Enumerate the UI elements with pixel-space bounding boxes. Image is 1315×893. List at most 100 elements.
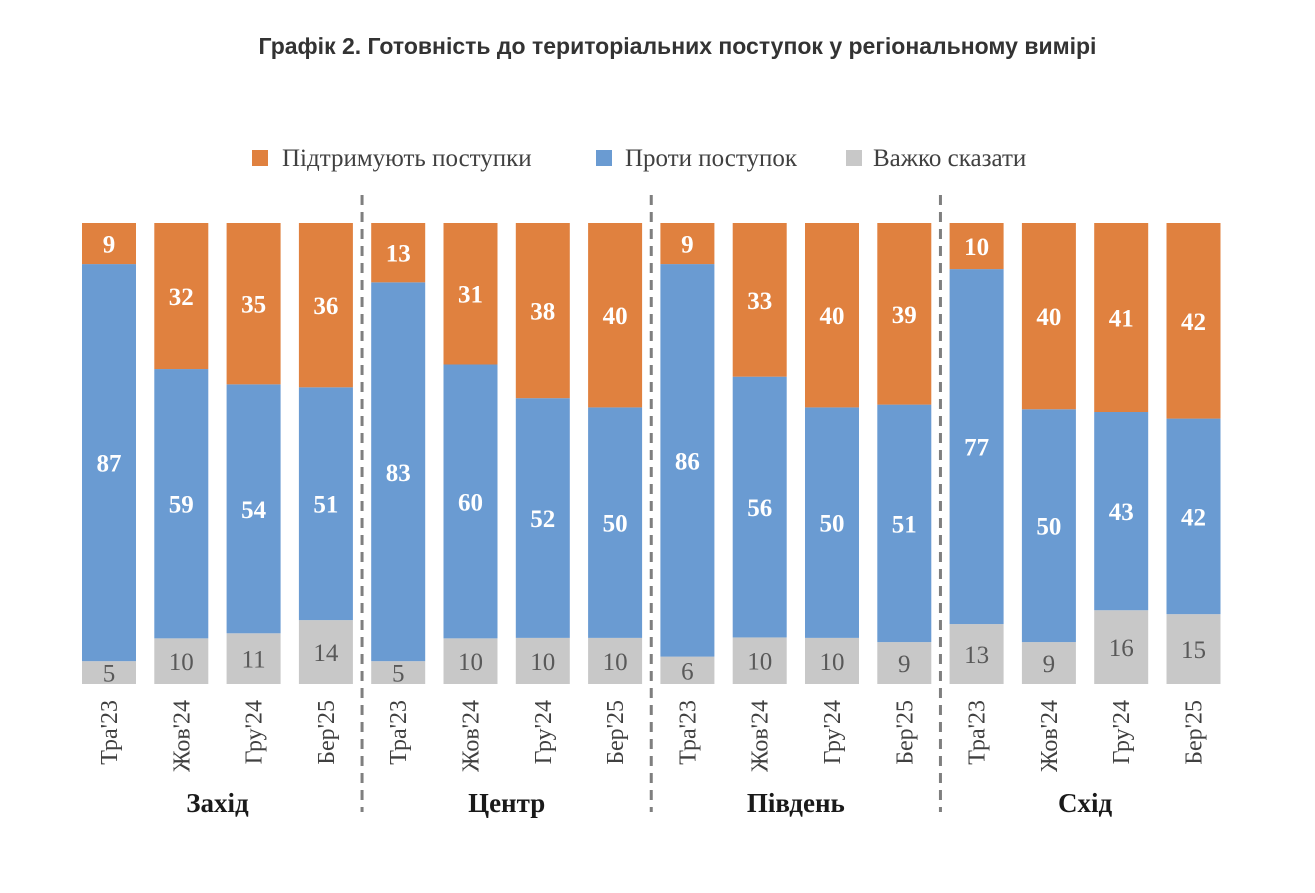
chart-title: Графік 2. Готовність до територіальних п… [258, 33, 1097, 59]
bar-схід-4-підтримують-поступки [1166, 223, 1221, 419]
value-label-схід-2-проти-поступок: 50 [1036, 514, 1061, 541]
region-label-схід: Схід [1058, 788, 1113, 818]
bar-південь-4-важко-сказати [877, 642, 932, 684]
value-label-південь-1-проти-поступок: 86 [675, 448, 700, 475]
tick-label-південь-2: Жов'24 [748, 700, 774, 772]
value-label-схід-3-підтримують-поступки: 41 [1109, 306, 1134, 333]
value-label-захід-4-важко-сказати: 14 [313, 640, 339, 667]
value-label-південь-1-підтримують-поступки: 9 [681, 232, 694, 259]
bar-центр-4-підтримують-поступки [588, 223, 643, 408]
value-label-центр-3-важко-сказати: 10 [530, 649, 555, 676]
legend-label-3: Важко сказати [873, 145, 1026, 172]
value-label-південь-4-підтримують-поступки: 39 [892, 302, 917, 329]
bar-південь-3-проти-поступок [805, 407, 859, 638]
region-labels: Захід Центр Південь Схід [186, 788, 1112, 818]
value-label-схід-2-підтримують-поступки: 40 [1036, 304, 1061, 331]
value-label-центр-1-підтримують-поступки: 13 [386, 241, 411, 268]
bar-південь-1-важко-сказати [660, 656, 715, 684]
bar-центр-1-важко-сказати [371, 661, 426, 684]
bar-центр-4-важко-сказати [588, 637, 643, 684]
bar-захід-4-важко-сказати [298, 620, 353, 684]
bar-захід-2-підтримують-поступки [154, 223, 209, 370]
tick-label-південь-4: Бер'25 [892, 700, 918, 765]
value-label-захід-2-підтримують-поступки: 32 [169, 284, 194, 311]
value-label-схід-3-важко-сказати: 16 [1109, 635, 1134, 662]
value-label-центр-2-підтримують-поступки: 31 [458, 282, 483, 309]
value-label-схід-4-підтримують-поступки: 42 [1181, 309, 1206, 336]
value-label-схід-1-важко-сказати: 13 [964, 642, 989, 669]
bar-схід-1-проти-поступок [949, 269, 1004, 625]
bar-захід-1-підтримують-поступки [82, 223, 136, 265]
value-label-центр-3-підтримують-поступки: 38 [530, 299, 555, 326]
value-label-південь-3-проти-поступок: 50 [820, 511, 845, 538]
bar-захід-1-проти-поступок [82, 264, 136, 662]
value-label-центр-4-важко-сказати: 10 [603, 649, 628, 676]
tick-label-захід-3: Гру'24 [242, 700, 268, 764]
legend-label-1: Підтримують поступки [282, 145, 532, 172]
bar-схід-4-проти-поступок [1166, 418, 1221, 615]
value-label-захід-1-підтримують-поступки: 9 [103, 232, 116, 259]
bar-схід-1-важко-сказати [949, 624, 1004, 684]
value-label-центр-1-важко-сказати: 5 [392, 661, 405, 688]
value-label-схід-1-підтримують-поступки: 10 [964, 234, 989, 261]
value-label-південь-1-важко-сказати: 6 [681, 658, 694, 685]
bar-центр-1-проти-поступок [371, 282, 426, 662]
tick-label-центр-3: Гру'24 [531, 700, 557, 764]
bar-центр-3-підтримують-поступки [515, 223, 570, 399]
bar-південь-2-підтримують-поступки [732, 223, 787, 377]
value-label-південь-4-проти-поступок: 51 [892, 511, 917, 538]
tick-label-південь-3: Гру'24 [820, 700, 846, 764]
legend-label-2: Проти поступок [625, 145, 798, 172]
value-label-схід-3-проти-поступок: 43 [1109, 499, 1134, 526]
bars: 5 87 9 10 59 32 11 54 35 14 51 36 5 83 13 10 60 31 10 52 38 1… [82, 223, 1221, 688]
value-label-центр-3-проти-поступок: 52 [530, 506, 555, 533]
value-label-центр-2-проти-поступок: 60 [458, 489, 483, 516]
value-label-захід-3-важко-сказати: 11 [242, 647, 266, 674]
value-label-захід-1-проти-поступок: 87 [97, 451, 122, 478]
value-label-південь-3-важко-сказати: 10 [820, 649, 845, 676]
value-label-схід-4-важко-сказати: 15 [1181, 637, 1206, 664]
region-label-захід: Захід [186, 788, 249, 818]
value-label-захід-1-важко-сказати: 5 [103, 661, 116, 688]
bar-південь-3-підтримують-поступки [805, 223, 859, 408]
bar-центр-2-важко-сказати [443, 638, 498, 684]
chart-legend: Підтримують поступки Проти поступок Важко … [252, 145, 1026, 172]
bar-центр-3-важко-сказати [515, 637, 570, 684]
bar-центр-2-підтримують-поступки [443, 223, 498, 365]
value-label-південь-2-підтримують-поступки: 33 [747, 288, 772, 315]
value-label-захід-4-проти-поступок: 51 [313, 492, 338, 519]
tick-label-захід-2: Жов'24 [169, 700, 195, 772]
bar-схід-2-проти-поступок [1021, 409, 1076, 643]
value-label-захід-4-підтримують-поступки: 36 [313, 293, 338, 320]
value-label-центр-4-проти-поступок: 50 [603, 511, 628, 538]
bar-південь-1-проти-поступок [660, 264, 715, 657]
value-label-захід-2-важко-сказати: 10 [169, 649, 194, 676]
value-label-південь-2-важко-сказати: 10 [747, 649, 772, 676]
tick-label-захід-4: Бер'25 [314, 700, 340, 765]
bar-південь-2-проти-поступок [732, 376, 787, 638]
legend-swatch-3 [846, 150, 862, 166]
bar-схід-4-важко-сказати [1166, 614, 1221, 684]
bar-південь-3-важко-сказати [805, 637, 859, 684]
value-label-центр-1-проти-поступок: 83 [386, 460, 411, 487]
bar-захід-4-підтримують-поступки [298, 223, 353, 388]
bar-захід-3-проти-поступок [226, 384, 281, 634]
tick-label-схід-2: Жов'24 [1037, 700, 1063, 772]
bar-захід-3-підтримують-поступки [226, 223, 281, 385]
value-label-південь-2-проти-поступок: 56 [747, 495, 772, 522]
bar-схід-3-проти-поступок [1094, 412, 1149, 611]
bar-центр-1-підтримують-поступки [371, 223, 426, 283]
value-label-захід-3-проти-поступок: 54 [241, 497, 267, 524]
bar-центр-3-проти-поступок [515, 398, 570, 638]
bar-захід-1-важко-сказати [82, 661, 136, 684]
bar-захід-2-важко-сказати [154, 638, 209, 684]
tick-label-центр-1: Тра'23 [386, 700, 412, 765]
bar-схід-2-важко-сказати [1021, 642, 1076, 684]
bar-схід-3-підтримують-поступки [1094, 223, 1149, 413]
bar-центр-4-проти-поступок [588, 407, 643, 638]
bar-схід-1-підтримують-поступки [949, 223, 1004, 270]
legend-swatch-2 [596, 150, 612, 166]
value-label-схід-1-проти-поступок: 77 [964, 435, 989, 462]
tick-label-схід-1: Тра'23 [965, 700, 991, 765]
